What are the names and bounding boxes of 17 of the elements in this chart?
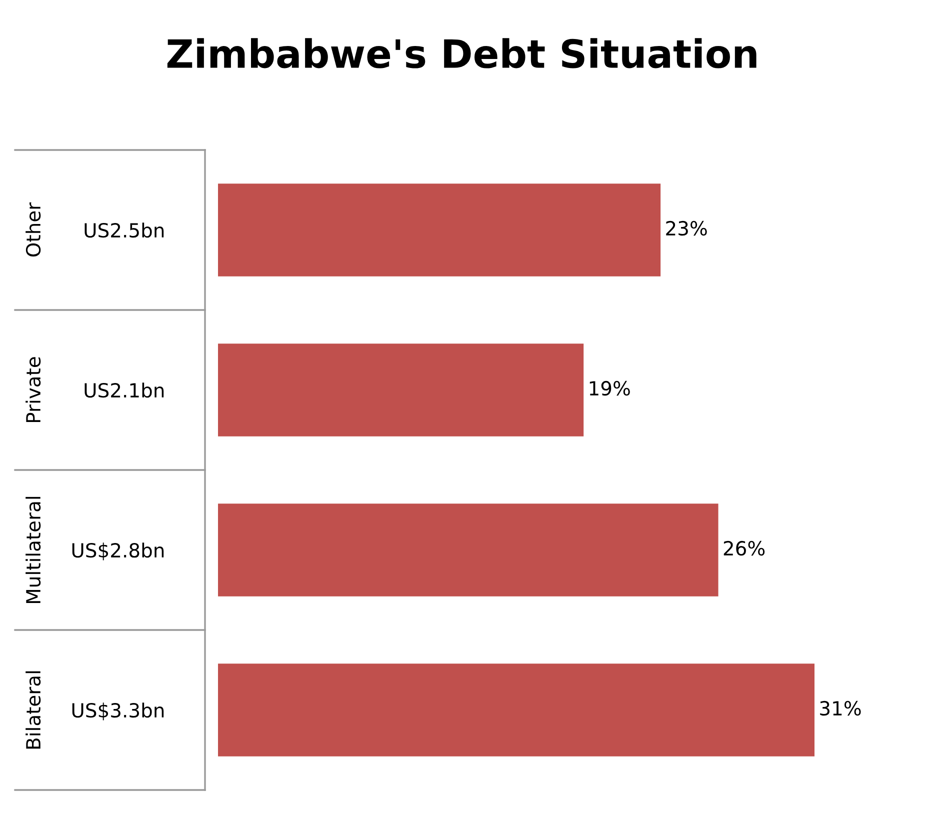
y-tick-label: US2.1bn	[84, 382, 164, 398]
data-label: 19%	[590, 380, 630, 396]
bar	[218, 344, 584, 436]
y-tick-label: US$3.3bn	[72, 702, 164, 720]
text: Bilateral	[26, 671, 41, 749]
bar	[218, 664, 814, 756]
text: Private	[26, 357, 41, 422]
y-tick-label: US$2.8bn	[72, 542, 164, 560]
bar	[218, 504, 718, 596]
data-label: 31%	[820, 700, 861, 716]
chart-title: Zimbabwe's Debt Situation	[167, 38, 756, 68]
bar	[218, 184, 661, 276]
text: Other	[26, 202, 41, 257]
data-label: 23%	[666, 220, 707, 236]
text: Multilateral	[26, 496, 41, 603]
data-label: 26%	[724, 540, 765, 556]
y-tick-label: US2.5bn	[84, 222, 164, 238]
